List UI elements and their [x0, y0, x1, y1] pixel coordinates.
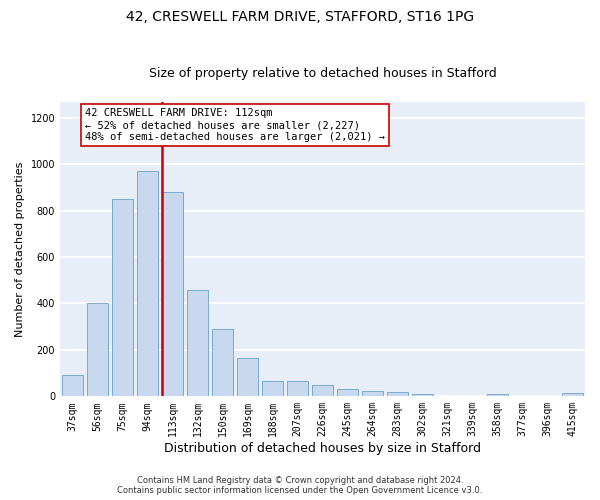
- Text: Contains HM Land Registry data © Crown copyright and database right 2024.
Contai: Contains HM Land Registry data © Crown c…: [118, 476, 482, 495]
- Title: Size of property relative to detached houses in Stafford: Size of property relative to detached ho…: [149, 66, 496, 80]
- Bar: [287, 380, 308, 396]
- Bar: [187, 290, 208, 397]
- Bar: [312, 385, 333, 396]
- Bar: [362, 390, 383, 396]
- Bar: [262, 380, 283, 396]
- X-axis label: Distribution of detached houses by size in Stafford: Distribution of detached houses by size …: [164, 442, 481, 455]
- Bar: [412, 394, 433, 396]
- Text: 42 CRESWELL FARM DRIVE: 112sqm
← 52% of detached houses are smaller (2,227)
48% : 42 CRESWELL FARM DRIVE: 112sqm ← 52% of …: [85, 108, 385, 142]
- Bar: [487, 394, 508, 396]
- Bar: [237, 358, 258, 397]
- Bar: [87, 304, 108, 396]
- Bar: [562, 394, 583, 396]
- Bar: [337, 390, 358, 396]
- Y-axis label: Number of detached properties: Number of detached properties: [15, 161, 25, 336]
- Bar: [387, 392, 408, 396]
- Bar: [112, 199, 133, 396]
- Bar: [162, 192, 183, 396]
- Text: 42, CRESWELL FARM DRIVE, STAFFORD, ST16 1PG: 42, CRESWELL FARM DRIVE, STAFFORD, ST16 …: [126, 10, 474, 24]
- Bar: [137, 171, 158, 396]
- Bar: [62, 376, 83, 396]
- Bar: [212, 329, 233, 396]
